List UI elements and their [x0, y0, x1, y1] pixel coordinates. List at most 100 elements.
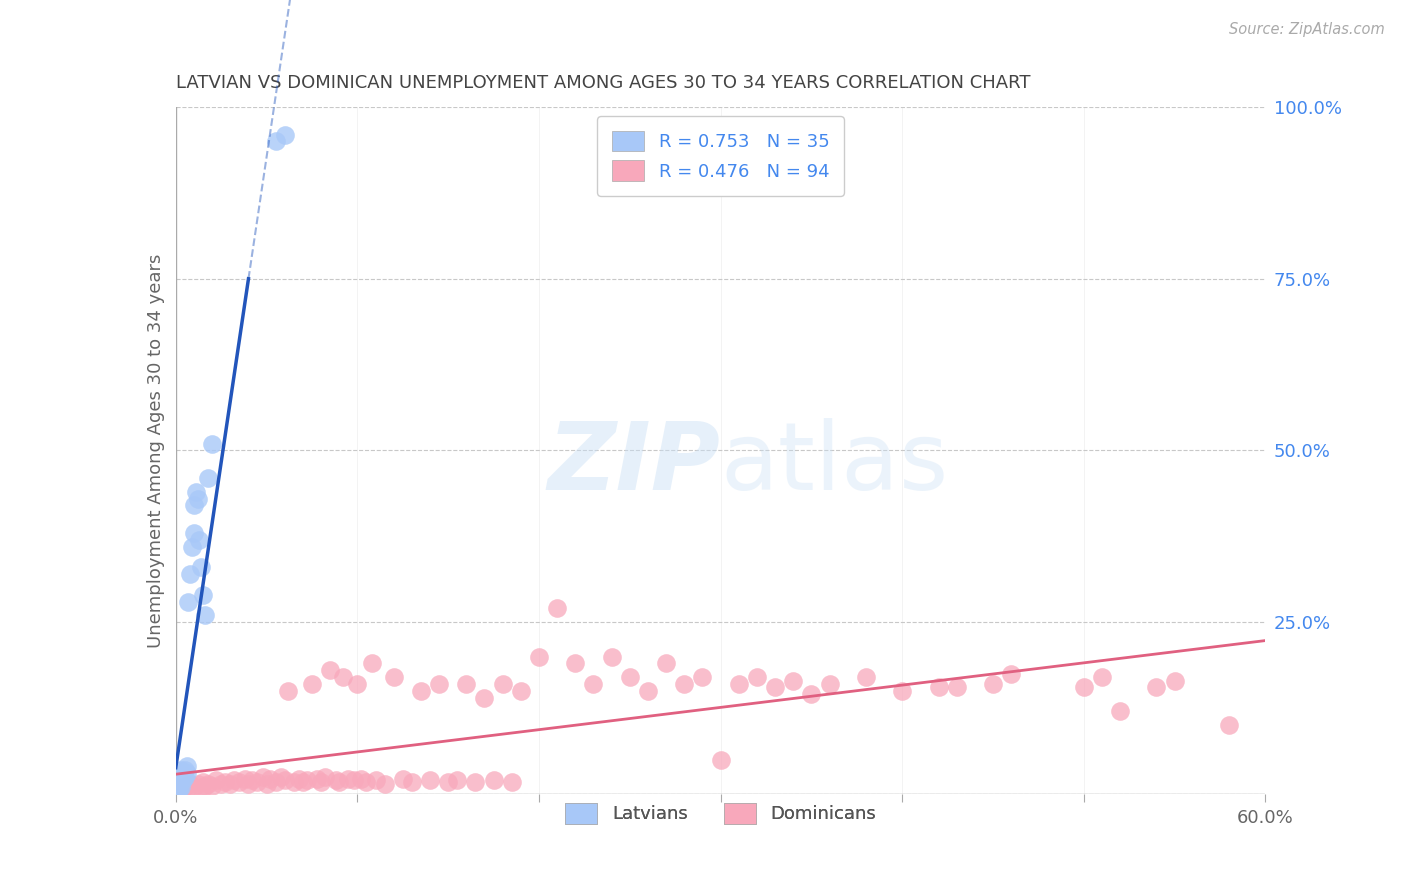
Point — [183, 525, 205, 540]
Point — [188, 533, 211, 547]
Point — [183, 499, 205, 513]
Point — [710, 753, 733, 767]
Point — [855, 670, 877, 684]
Point — [181, 540, 204, 554]
Point — [240, 773, 263, 788]
Point — [374, 776, 396, 790]
Point — [319, 663, 342, 677]
Point — [427, 677, 450, 691]
Point — [1163, 673, 1185, 688]
Point — [252, 770, 274, 784]
Point — [170, 770, 193, 784]
Text: Source: ZipAtlas.com: Source: ZipAtlas.com — [1229, 22, 1385, 37]
Point — [446, 773, 468, 788]
Text: atlas: atlas — [721, 418, 949, 510]
Point — [356, 774, 378, 789]
Point — [391, 772, 413, 786]
Point — [727, 677, 749, 691]
Point — [419, 773, 441, 788]
Point — [165, 783, 187, 797]
Point — [219, 776, 242, 790]
Point — [981, 677, 1004, 691]
Point — [191, 774, 214, 789]
Point — [214, 774, 236, 789]
Point — [1109, 705, 1132, 719]
Point — [172, 773, 194, 788]
Point — [382, 670, 405, 684]
Point — [401, 774, 423, 789]
Point — [492, 677, 515, 691]
Point — [197, 776, 219, 790]
Point — [527, 649, 550, 664]
Point — [945, 681, 967, 695]
Point — [165, 781, 187, 796]
Y-axis label: Unemployment Among Ages 30 to 34 years: Unemployment Among Ages 30 to 34 years — [146, 253, 165, 648]
Point — [264, 774, 287, 789]
Point — [169, 773, 191, 788]
Point — [346, 677, 368, 691]
Point — [177, 594, 200, 608]
Point — [169, 779, 191, 793]
Point — [201, 436, 224, 450]
Point — [1146, 681, 1168, 695]
Point — [745, 670, 768, 684]
Point — [190, 560, 212, 574]
Point — [274, 773, 297, 788]
Point — [166, 780, 188, 794]
Point — [204, 773, 226, 788]
Point — [456, 677, 478, 691]
Point — [165, 780, 187, 794]
Point — [337, 772, 360, 786]
Point — [209, 776, 232, 790]
Point — [184, 484, 207, 499]
Point — [309, 774, 332, 789]
Point — [301, 677, 323, 691]
Point — [673, 677, 696, 691]
Point — [464, 774, 486, 789]
Point — [619, 670, 641, 684]
Point — [179, 776, 201, 790]
Point — [186, 491, 209, 506]
Point — [172, 766, 194, 780]
Point — [165, 780, 187, 794]
Point — [173, 763, 195, 777]
Point — [314, 770, 336, 784]
Point — [201, 779, 224, 793]
Point — [1091, 670, 1114, 684]
Point — [183, 780, 205, 794]
Point — [169, 783, 191, 797]
Point — [364, 773, 387, 788]
Point — [176, 766, 198, 780]
Point — [763, 681, 786, 695]
Point — [501, 774, 523, 789]
Point — [546, 601, 568, 615]
Point — [818, 677, 841, 691]
Point — [332, 670, 354, 684]
Point — [166, 783, 188, 797]
Point — [173, 779, 195, 793]
Point — [582, 677, 605, 691]
Point — [360, 657, 382, 671]
Point — [179, 567, 201, 582]
Point — [782, 673, 804, 688]
Point — [600, 649, 623, 664]
Point — [325, 773, 347, 788]
Point — [474, 690, 496, 705]
Point — [277, 683, 299, 698]
Legend: Latvians, Dominicans: Latvians, Dominicans — [555, 794, 886, 833]
Point — [291, 774, 314, 789]
Point — [437, 774, 460, 789]
Point — [246, 774, 269, 789]
Point — [233, 772, 256, 786]
Point — [191, 588, 214, 602]
Point — [1218, 718, 1240, 732]
Point — [169, 783, 191, 797]
Point — [190, 780, 212, 794]
Point — [256, 776, 278, 790]
Text: LATVIAN VS DOMINICAN UNEMPLOYMENT AMONG AGES 30 TO 34 YEARS CORRELATION CHART: LATVIAN VS DOMINICAN UNEMPLOYMENT AMONG … — [176, 74, 1031, 92]
Point — [264, 134, 287, 148]
Point — [165, 776, 187, 790]
Point — [655, 657, 678, 671]
Point — [692, 670, 714, 684]
Point — [891, 683, 914, 698]
